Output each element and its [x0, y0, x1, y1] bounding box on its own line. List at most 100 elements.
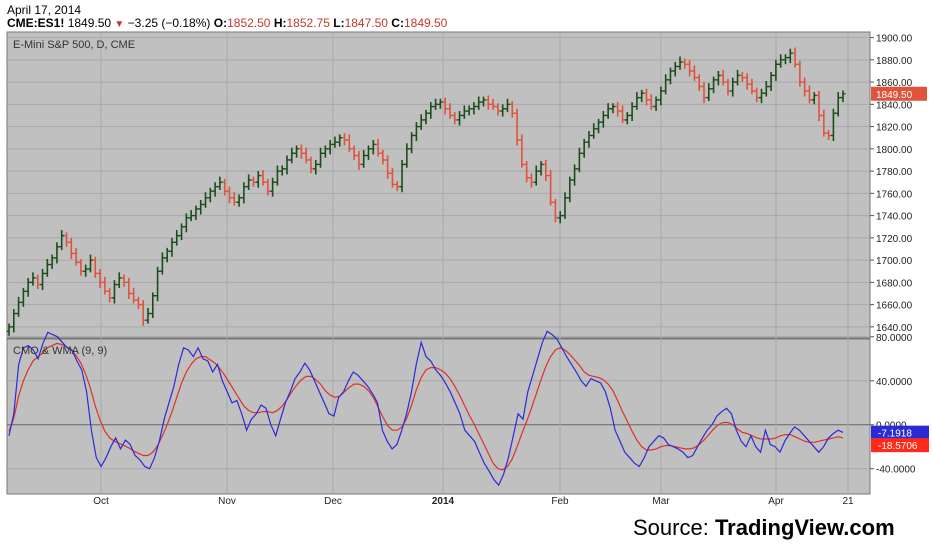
ohlc-bar: [250, 176, 256, 187]
price-tick-label: 1720.00: [876, 234, 913, 245]
ohlc-bar: [509, 100, 515, 118]
ohlc-bar: [92, 256, 98, 278]
ohlc-bar: [356, 151, 362, 170]
ohlc-bar: [241, 182, 247, 204]
time-tick-label: 2014: [432, 496, 455, 507]
quote-line: CME:ES1! 1849.50 ▼ −3.25 (−0.18%) O:1852…: [7, 16, 447, 30]
ohlc-bar: [193, 205, 199, 221]
ohlc-bar: [567, 176, 573, 203]
ohlc-bar: [217, 176, 223, 191]
ohlc-bar: [73, 247, 79, 266]
price-tick-label: 1800.00: [876, 145, 913, 156]
time-tick-label: Nov: [218, 496, 236, 507]
ohlc-bar: [802, 77, 808, 97]
time-tick-label: 21: [842, 496, 854, 507]
indicator-lines: [8, 330, 844, 487]
ohlc-bar: [830, 108, 836, 142]
ohlc-bar: [409, 132, 415, 154]
ohlc-bar: [481, 96, 487, 107]
open-value: 1852.50: [227, 16, 271, 30]
ohlc-bar: [663, 74, 669, 95]
ohlc-bar: [385, 155, 391, 179]
ohlc-bar: [730, 77, 736, 97]
source-name: TradingView.com: [714, 515, 895, 540]
price-tick-label: 1680.00: [876, 278, 913, 289]
ohlc-bar: [188, 210, 194, 222]
ohlc-bar: [64, 232, 70, 247]
price-panel-bg: [6, 31, 871, 339]
ohlc-bar: [490, 98, 496, 110]
price-tick-label: 1900.00: [876, 34, 913, 45]
ohlc-bar: [198, 200, 204, 215]
price-tick-label: 1840.00: [876, 100, 913, 111]
ohlc-bar: [155, 266, 161, 302]
ohlc-bar: [552, 198, 558, 223]
ohlc-bar: [797, 60, 803, 87]
low-label: L:: [333, 16, 345, 30]
ohlc-bar: [557, 211, 563, 224]
ohlc-bar: [380, 149, 386, 165]
ohlc-bar: [255, 171, 261, 188]
ohlc-bar: [107, 287, 113, 303]
ohlc-bar: [773, 59, 779, 81]
ohlc-bar: [207, 187, 213, 203]
ohlc-bar: [6, 323, 12, 336]
ohlc-bar: [159, 252, 165, 275]
ohlc-bar: [826, 129, 832, 140]
close-value: 1849.50: [403, 16, 448, 30]
ohlc-bar: [591, 123, 597, 139]
price-tick-label: 1640.00: [876, 323, 913, 334]
ohlc-bar: [442, 97, 448, 115]
ohlc-bar: [476, 96, 482, 110]
ohlc-bar: [399, 159, 405, 193]
ohlc-bar: [806, 85, 812, 104]
ohlc-bar: [787, 48, 793, 64]
indicator-tick-label: -40.0000: [876, 465, 916, 476]
ohlc-bar: [711, 76, 717, 94]
ohlc-bar: [183, 213, 189, 233]
ohlc-bar: [682, 58, 688, 69]
ohlc-bar: [605, 103, 611, 119]
ohlc-bar: [471, 102, 477, 115]
ohlc-bar: [83, 264, 89, 277]
indicator-panel-bg: [6, 338, 871, 495]
ohlc-bar: [466, 105, 472, 116]
ohlc-bar: [452, 112, 458, 125]
ohlc-bar: [548, 169, 554, 206]
ohlc-bar: [365, 145, 371, 160]
ohlc-bar: [54, 242, 60, 264]
ohlc-bar: [179, 223, 185, 241]
cmo-line: [8, 330, 844, 487]
ohlc-bar: [754, 87, 760, 103]
last-price-label-bg: [871, 86, 927, 101]
wma-value-label: -18.5706: [878, 441, 918, 452]
ohlc-bar: [495, 103, 501, 116]
ohlc-bar: [294, 145, 300, 158]
symbol: CME:ES1!: [7, 16, 65, 30]
price-tick-label: 1660.00: [876, 301, 913, 312]
ohlc-bar: [236, 194, 242, 207]
ohlc-bar: [600, 111, 606, 128]
ohlc-bar: [174, 230, 180, 246]
ohlc-bars: [6, 47, 846, 336]
ohlc-bar: [691, 65, 697, 81]
price-tick-label: 1700.00: [876, 256, 913, 267]
ohlc-bar: [40, 269, 46, 291]
price-chart[interactable]: 1900.00 1880.00 1860.00 1840.00 1820.00 1800.…: [0, 0, 932, 510]
ohlc-bar: [821, 109, 827, 137]
ohlc-bar: [279, 165, 285, 176]
source-prefix: Source:: [633, 515, 715, 540]
ohlc-bar: [102, 276, 108, 295]
ohlc-bar: [749, 78, 755, 95]
ohlc-bar: [351, 145, 357, 160]
source-credit: Source: TradingView.com: [633, 515, 895, 541]
ohlc-bar: [778, 54, 784, 68]
ohlc-bar: [16, 296, 22, 317]
ohlc-bar: [782, 54, 788, 65]
ohlc-bar: [792, 47, 798, 68]
ohlc-bar: [222, 178, 228, 196]
ohlc-bar: [413, 122, 419, 142]
time-tick-label: Feb: [551, 496, 569, 507]
price-tick-label: 1820.00: [876, 123, 913, 134]
ohlc-bar: [500, 104, 506, 117]
